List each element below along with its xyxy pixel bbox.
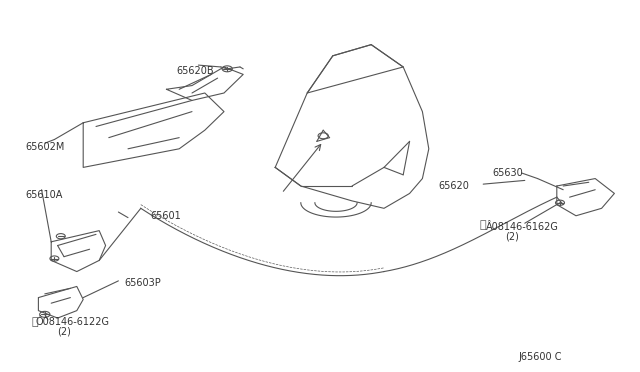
- Text: Ⓑ: Ⓑ: [480, 220, 486, 230]
- Text: Ó08146-6122G: Ó08146-6122G: [35, 317, 109, 327]
- Text: J65600 C: J65600 C: [518, 352, 562, 362]
- Text: 65603P: 65603P: [125, 278, 161, 288]
- Text: 65620: 65620: [438, 181, 469, 191]
- Text: (2): (2): [58, 327, 72, 337]
- Text: (2): (2): [506, 231, 520, 241]
- Text: Â08146-6162G: Â08146-6162G: [486, 222, 559, 232]
- Text: 65630: 65630: [493, 168, 524, 178]
- Text: 65602M: 65602M: [26, 142, 65, 152]
- Text: Ⓢ: Ⓢ: [32, 317, 38, 327]
- Text: 65610A: 65610A: [26, 190, 63, 200]
- Text: 65601: 65601: [150, 211, 181, 221]
- Text: 65620B: 65620B: [176, 66, 214, 76]
